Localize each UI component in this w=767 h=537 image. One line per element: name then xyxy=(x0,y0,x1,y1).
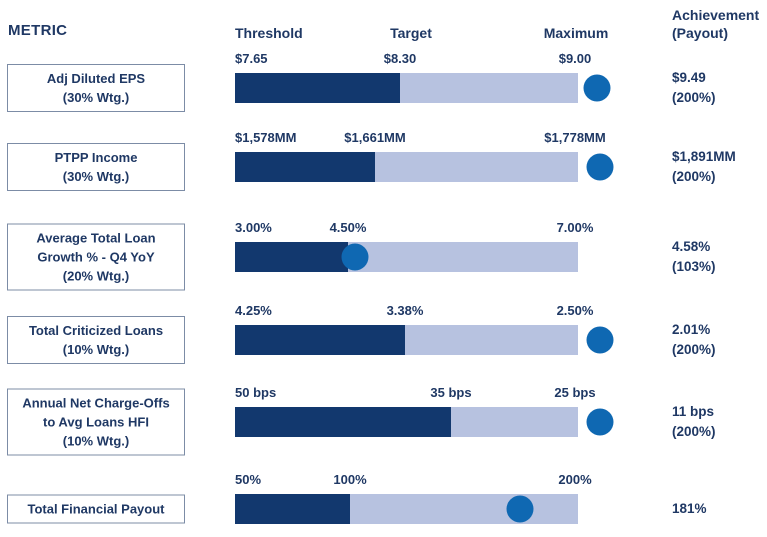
metric-box: Total Financial Payout xyxy=(7,494,185,524)
target-to-maximum-segment xyxy=(405,325,578,355)
maximum-column-header: Maximum xyxy=(543,25,609,41)
metric-row: PTPP Income (30% Wtg.) $1,578MM $1,661MM… xyxy=(0,130,767,191)
metric-row: Total Financial Payout 50% 100% 200% 181… xyxy=(0,472,767,524)
metric-box: Total Criticized Loans (10% Wtg.) xyxy=(7,316,185,364)
achievement-value: $9.49 xyxy=(672,70,706,85)
achievement-marker-icon xyxy=(341,243,369,271)
bar-track xyxy=(235,325,578,355)
threshold-to-target-segment xyxy=(235,242,348,272)
achievement-header-line2: (Payout) xyxy=(672,25,728,41)
achievement-value: 11 bps xyxy=(672,404,715,419)
threshold-to-target-segment xyxy=(235,73,400,103)
achievement-cell: $1,891MM (200%) xyxy=(672,147,736,187)
target-to-maximum-segment xyxy=(347,242,578,272)
metric-row: Adj Diluted EPS (30% Wtg.) $7.65 $8.30 $… xyxy=(0,51,767,112)
bullet-bar: 50 bps 35 bps 25 bps xyxy=(235,385,614,437)
achievement-cell: 4.58% (103%) xyxy=(672,237,716,277)
threshold-value: 4.25% xyxy=(235,303,272,318)
achievement-payout: (200%) xyxy=(672,424,716,439)
target-value: 100% xyxy=(333,472,367,487)
threshold-column-header: Threshold xyxy=(235,25,303,41)
target-to-maximum-segment xyxy=(399,73,578,103)
metric-row: Average Total Loan Growth % - Q4 YoY (20… xyxy=(0,220,767,291)
metric-label-line: Adj Diluted EPS xyxy=(46,71,146,86)
bar-track xyxy=(235,152,578,182)
metric-label-line: to Avg Loans HFI xyxy=(43,414,149,430)
target-to-maximum-segment xyxy=(451,407,578,437)
achievement-marker-icon xyxy=(506,495,534,523)
metric-label-line: PTPP Income xyxy=(54,150,138,165)
threshold-to-target-segment xyxy=(235,407,452,437)
achievement-value: 181% xyxy=(672,501,707,516)
metric-label-line: (10% Wtg.) xyxy=(62,342,130,357)
metric-row: Annual Net Charge-Offs to Avg Loans HFI … xyxy=(0,385,767,456)
achievement-value: $1,891MM xyxy=(672,149,736,164)
bullet-bar: $7.65 $8.30 $9.00 xyxy=(235,51,611,103)
metric-label-line: Annual Net Charge-Offs xyxy=(22,395,170,411)
maximum-value: 2.50% xyxy=(556,303,594,318)
metric-label-line: Average Total Loan xyxy=(36,230,156,246)
metric-box: PTPP Income (30% Wtg.) xyxy=(7,143,185,191)
metric-box: Annual Net Charge-Offs to Avg Loans HFI … xyxy=(7,388,185,456)
threshold-to-target-segment xyxy=(235,494,350,524)
threshold-value: $1,578MM xyxy=(235,130,297,145)
achievement-cell: 11 bps (200%) xyxy=(672,402,716,442)
maximum-value: 200% xyxy=(558,472,592,487)
achievement-marker-icon xyxy=(583,74,611,102)
maximum-value: 7.00% xyxy=(556,220,594,235)
achievement-cell: $9.49 (200%) xyxy=(672,68,716,108)
target-value: $8.30 xyxy=(383,51,417,66)
bar-track xyxy=(235,242,578,272)
achievement-column-header: Achievement (Payout) xyxy=(672,6,759,42)
metric-label-line: (30% Wtg.) xyxy=(62,169,130,184)
metric-row: Total Criticized Loans (10% Wtg.) 4.25% … xyxy=(0,303,767,364)
threshold-to-target-segment xyxy=(235,325,406,355)
target-value: 4.50% xyxy=(329,220,367,235)
threshold-to-target-segment xyxy=(235,152,375,182)
achievement-payout: (200%) xyxy=(672,342,716,357)
achievement-payout: (200%) xyxy=(672,90,716,105)
achievement-marker-icon xyxy=(586,153,614,181)
target-to-maximum-segment xyxy=(374,152,578,182)
metric-label-line: Total Financial Payout xyxy=(27,501,165,517)
threshold-value: 3.00% xyxy=(235,220,272,235)
achievement-cell: 2.01% (200%) xyxy=(672,320,716,360)
bullet-bar: 50% 100% 200% xyxy=(235,472,592,524)
achievement-value: 4.58% xyxy=(672,239,711,254)
metric-label-line: (20% Wtg.) xyxy=(62,268,130,284)
maximum-value: $1,778MM xyxy=(544,130,606,145)
achievement-marker-icon xyxy=(586,326,614,354)
metric-label-line: (10% Wtg.) xyxy=(62,433,130,449)
metric-box: Adj Diluted EPS (30% Wtg.) xyxy=(7,64,185,112)
target-value: $1,661MM xyxy=(344,130,406,145)
target-to-maximum-segment xyxy=(349,494,578,524)
metric-label-line: (30% Wtg.) xyxy=(62,90,130,105)
bar-track xyxy=(235,73,578,103)
target-value: 35 bps xyxy=(430,385,472,400)
target-value: 3.38% xyxy=(386,303,424,318)
target-column-header: Target xyxy=(390,25,432,41)
metric-label-line: Total Criticized Loans xyxy=(28,323,164,338)
achievement-payout: (200%) xyxy=(672,169,716,184)
threshold-value: $7.65 xyxy=(235,51,268,66)
metric-label-line: Growth % - Q4 YoY xyxy=(37,249,155,265)
metric-column-header: METRIC xyxy=(8,22,68,39)
bullet-bar: 4.25% 3.38% 2.50% xyxy=(235,303,614,355)
maximum-value: $9.00 xyxy=(558,51,592,66)
achievement-marker-icon xyxy=(586,408,614,436)
bullet-bar: $1,578MM $1,661MM $1,778MM xyxy=(235,130,614,182)
bar-track xyxy=(235,407,578,437)
bar-track xyxy=(235,494,578,524)
metric-box: Average Total Loan Growth % - Q4 YoY (20… xyxy=(7,223,185,291)
achievement-cell: 181% xyxy=(672,499,707,519)
bullet-bar: 3.00% 4.50% 7.00% xyxy=(235,220,593,272)
maximum-value: 25 bps xyxy=(554,385,596,400)
achievement-payout: (103%) xyxy=(672,259,716,274)
threshold-value: 50% xyxy=(235,472,262,487)
threshold-value: 50 bps xyxy=(235,385,277,400)
achievement-value: 2.01% xyxy=(672,322,711,337)
achievement-header-line1: Achievement xyxy=(672,7,760,23)
